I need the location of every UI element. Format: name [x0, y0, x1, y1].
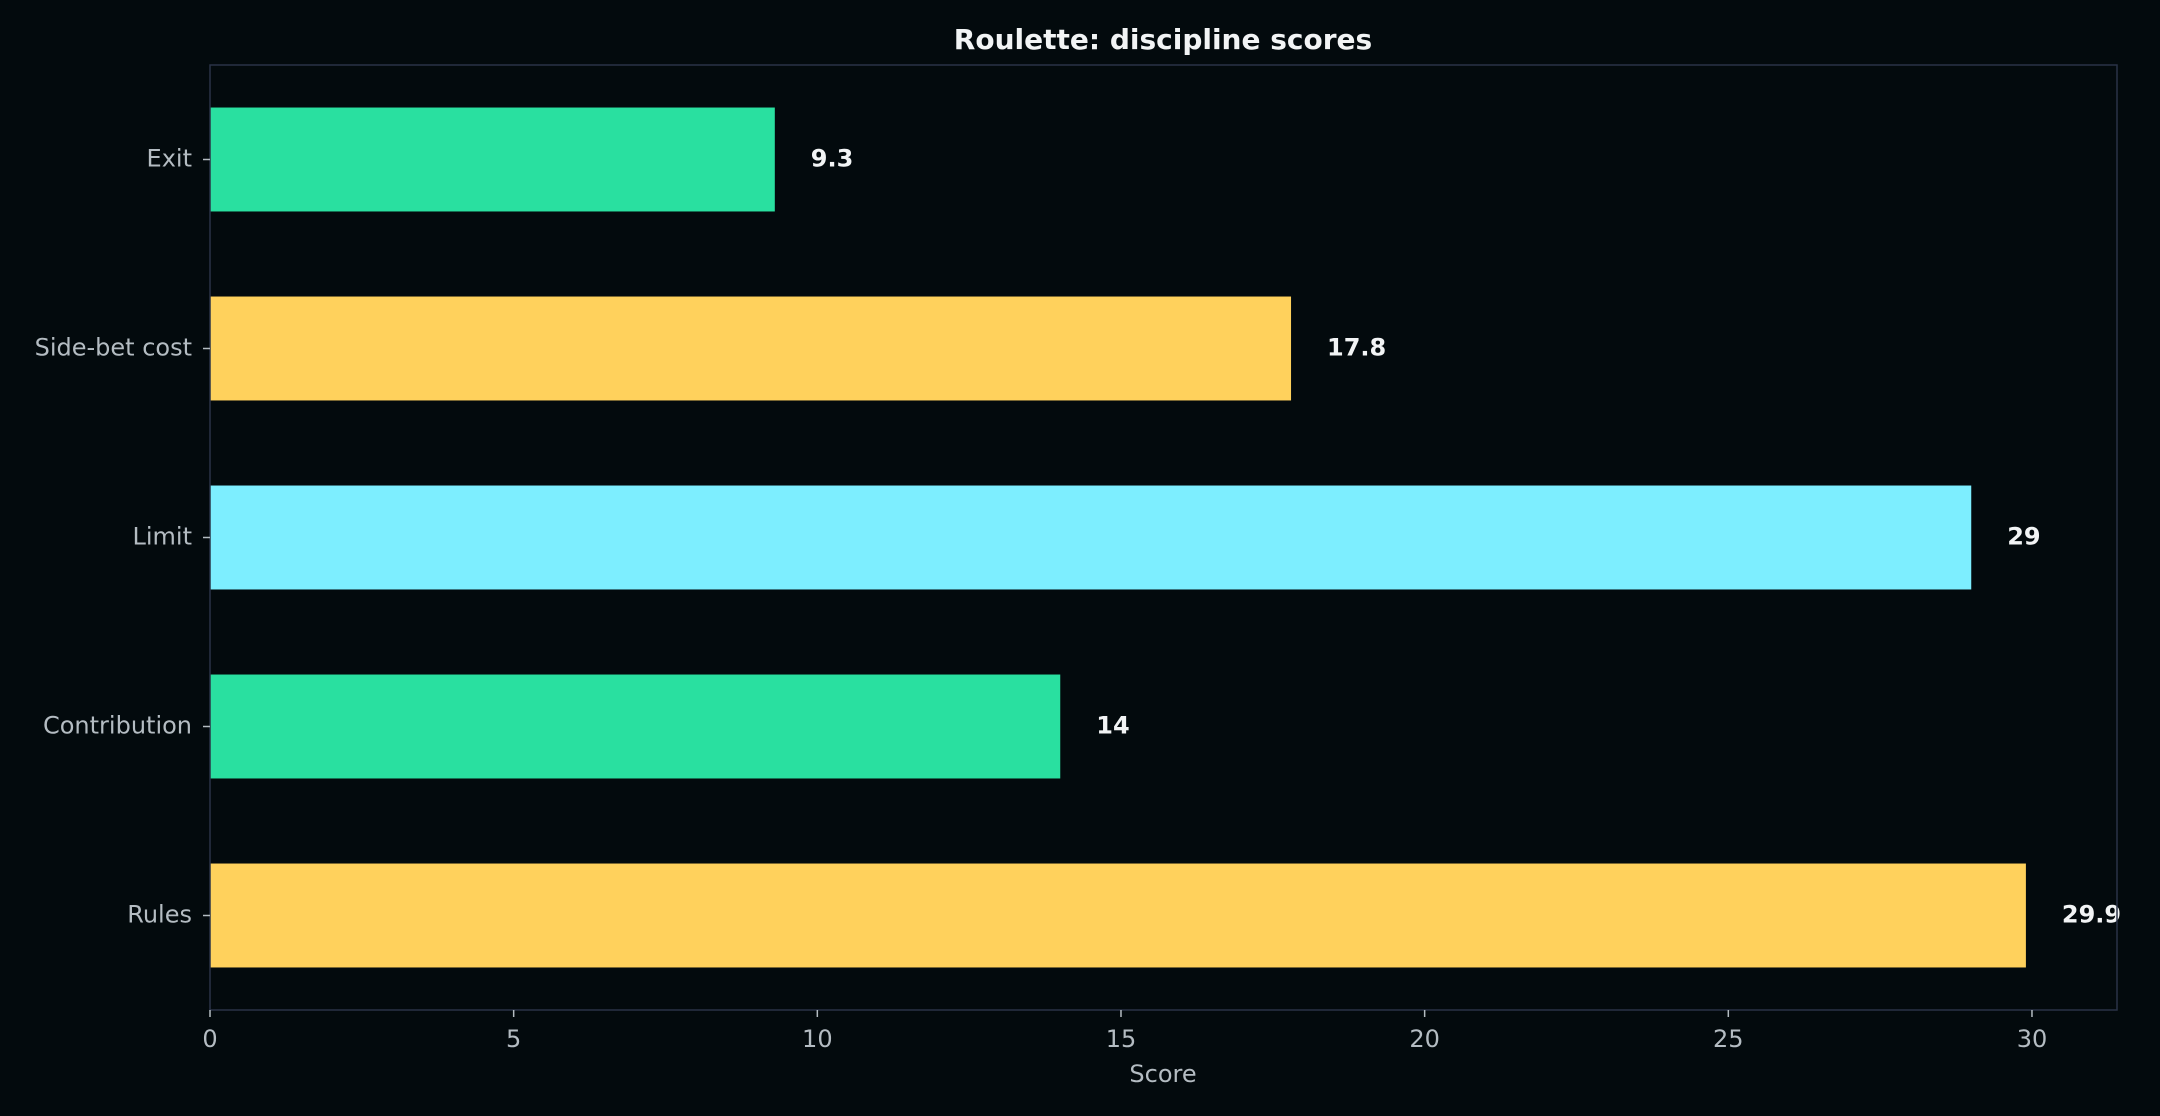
bar-side-bet-cost: [210, 296, 1292, 401]
value-label: 29: [2007, 523, 2040, 551]
bar-rules: [210, 863, 2026, 968]
x-tick-label: 0: [202, 1025, 217, 1053]
bar-exit: [210, 107, 775, 212]
x-tick-label: 10: [802, 1025, 833, 1053]
y-tick-label: Rules: [127, 901, 192, 929]
chart-title: Roulette: discipline scores: [954, 23, 1372, 56]
value-label: 9.3: [811, 145, 854, 173]
y-tick-label: Contribution: [43, 712, 192, 740]
value-labels-layer: 9.3 17.8 29 14 29.9: [811, 145, 2121, 929]
x-tick-label: 15: [1106, 1025, 1137, 1053]
bars-layer: [210, 107, 2026, 968]
x-axis: 0 5 10 15 20 25 30: [202, 1010, 2047, 1053]
bar-contribution: [210, 674, 1061, 779]
x-axis-label: Score: [1129, 1060, 1196, 1088]
y-tick-label: Side-bet cost: [35, 334, 192, 362]
y-tick-label: Exit: [147, 145, 192, 173]
value-label: 29.9: [2062, 901, 2121, 929]
x-tick-label: 5: [506, 1025, 521, 1053]
bar-limit: [210, 485, 1972, 590]
x-tick-label: 20: [1409, 1025, 1440, 1053]
value-label: 14: [1096, 712, 1129, 740]
y-tick-label: Limit: [133, 523, 193, 551]
value-label: 17.8: [1327, 334, 1386, 362]
y-axis: Exit Side-bet cost Limit Contribution Rules: [35, 145, 210, 929]
x-tick-label: 25: [1713, 1025, 1744, 1053]
x-tick-label: 30: [2017, 1025, 2048, 1053]
